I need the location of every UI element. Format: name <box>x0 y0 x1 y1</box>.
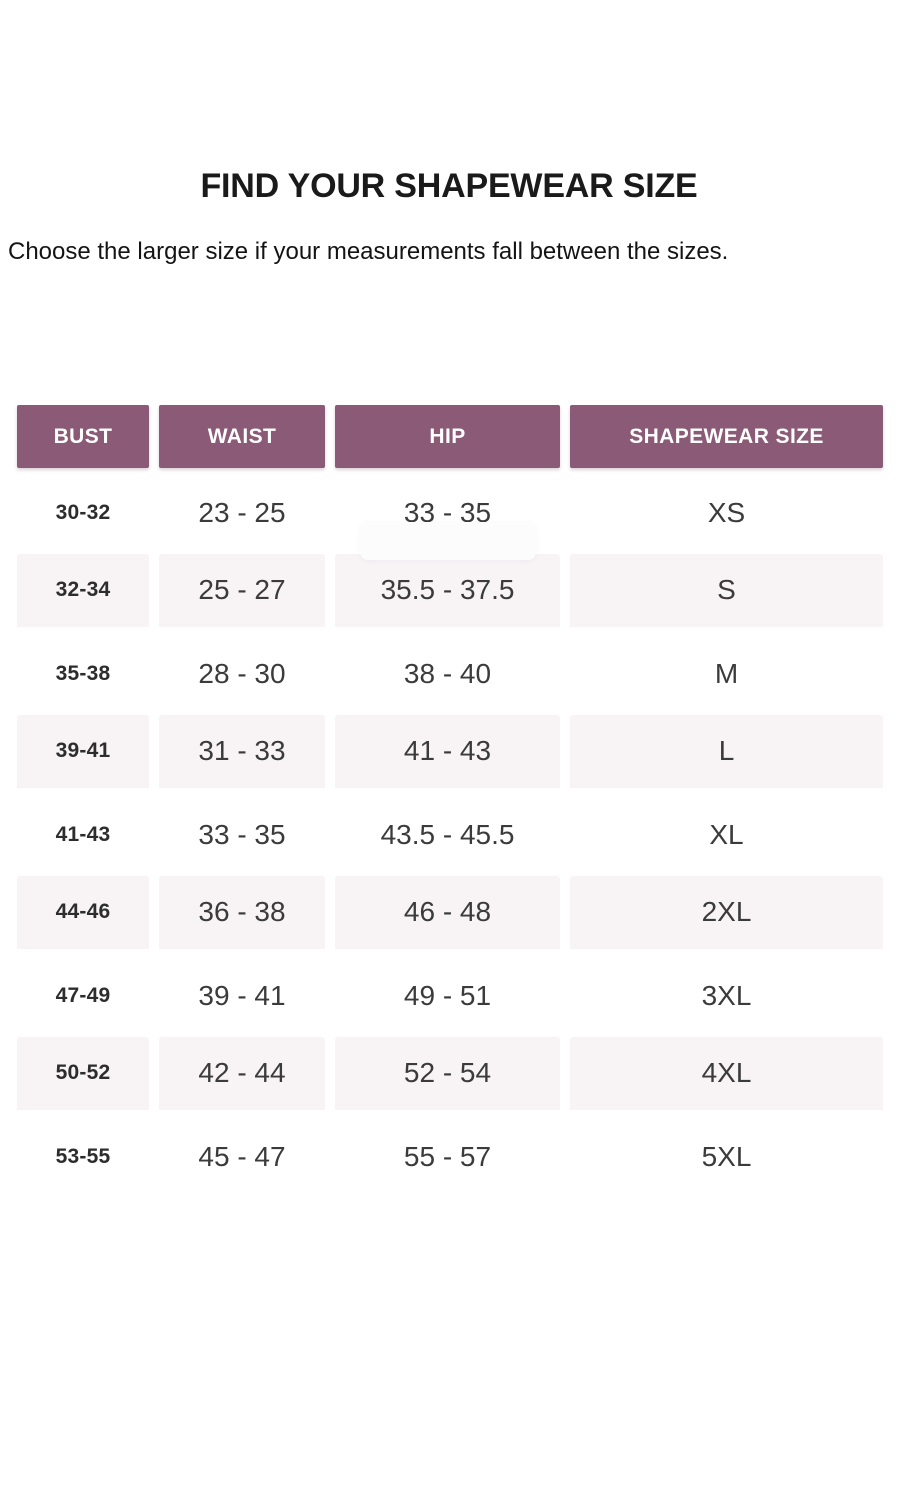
table-row: 53-55 45 - 47 55 - 57 5XL <box>17 1117 886 1198</box>
bust-value: 44-46 <box>17 875 149 957</box>
table-row: 32-34 25 - 27 35.5 - 37.5 S <box>17 553 886 635</box>
waist-value: 39 - 41 <box>198 980 286 1012</box>
size-value: 5XL <box>701 1141 752 1173</box>
page-subtitle: Choose the larger size if your measureme… <box>8 238 729 265</box>
table-row: 44-46 36 - 38 46 - 48 2XL <box>17 875 886 957</box>
bust-value: 35-38 <box>55 662 111 686</box>
page-title: FIND YOUR SHAPEWEAR SIZE <box>200 167 698 205</box>
table-row: 35-38 28 - 30 38 - 40 M <box>17 634 886 715</box>
column-header-waist: WAIST <box>159 405 325 468</box>
bust-value: 32-34 <box>17 553 149 635</box>
waist-value: 25 - 27 <box>159 553 325 635</box>
bust-value: 39-41 <box>17 714 149 796</box>
table-header-row: BUST WAIST HIP SHAPEWEAR SIZE <box>17 405 886 468</box>
size-value: 4XL <box>570 1036 883 1118</box>
size-value: XS <box>707 497 746 529</box>
waist-value: 23 - 25 <box>198 497 286 529</box>
waist-value: 33 - 35 <box>198 819 286 851</box>
size-value: XL <box>709 819 744 851</box>
table-row: 41-43 33 - 35 43.5 - 45.5 XL <box>17 795 886 876</box>
column-header-bust: BUST <box>17 405 149 468</box>
waist-value: 42 - 44 <box>159 1036 325 1118</box>
size-value: S <box>570 553 883 635</box>
waist-value: 28 - 30 <box>198 658 286 690</box>
faint-placeholder <box>360 522 536 560</box>
hip-value: 41 - 43 <box>335 714 560 796</box>
bust-value: 41-43 <box>55 823 111 847</box>
table-row: 39-41 31 - 33 41 - 43 L <box>17 714 886 796</box>
bust-value: 30-32 <box>55 501 111 525</box>
bust-value: 53-55 <box>55 1145 111 1169</box>
size-value: L <box>570 714 883 796</box>
column-header-hip: HIP <box>335 405 560 468</box>
size-value: 3XL <box>701 980 752 1012</box>
hip-value: 35.5 - 37.5 <box>335 553 560 635</box>
waist-value: 45 - 47 <box>198 1141 286 1173</box>
size-value: M <box>714 658 739 690</box>
waist-value: 31 - 33 <box>159 714 325 796</box>
column-header-shapewear-size: SHAPEWEAR SIZE <box>570 405 883 468</box>
table-row: 50-52 42 - 44 52 - 54 4XL <box>17 1036 886 1118</box>
size-chart-table: BUST WAIST HIP SHAPEWEAR SIZE 30-32 23 -… <box>17 405 886 1198</box>
hip-value: 46 - 48 <box>335 875 560 957</box>
hip-value: 38 - 40 <box>403 658 492 690</box>
size-value: 2XL <box>570 875 883 957</box>
waist-value: 36 - 38 <box>159 875 325 957</box>
hip-value: 49 - 51 <box>403 980 492 1012</box>
hip-value: 43.5 - 45.5 <box>380 819 515 851</box>
table-row: 47-49 39 - 41 49 - 51 3XL <box>17 956 886 1037</box>
hip-value: 52 - 54 <box>335 1036 560 1118</box>
bust-value: 47-49 <box>55 984 111 1008</box>
bust-value: 50-52 <box>17 1036 149 1118</box>
hip-value: 55 - 57 <box>403 1141 492 1173</box>
